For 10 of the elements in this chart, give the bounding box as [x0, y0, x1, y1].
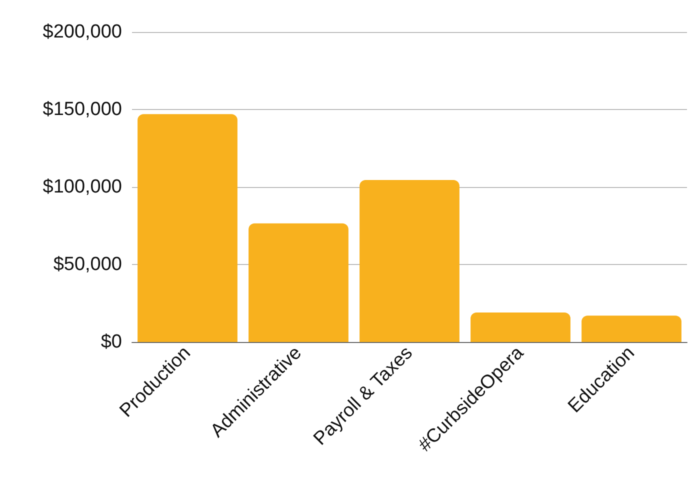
y-tick-label: $50,000 [53, 254, 122, 275]
y-tick-label: $200,000 [42, 22, 122, 42]
bar [138, 114, 238, 342]
bar [470, 312, 570, 342]
bar [582, 316, 682, 342]
y-tick-label: $150,000 [42, 99, 122, 120]
bar [360, 180, 460, 342]
y-tick-label: $100,000 [42, 176, 122, 198]
bar [248, 223, 348, 342]
y-tick-label: $0 [100, 332, 122, 352]
